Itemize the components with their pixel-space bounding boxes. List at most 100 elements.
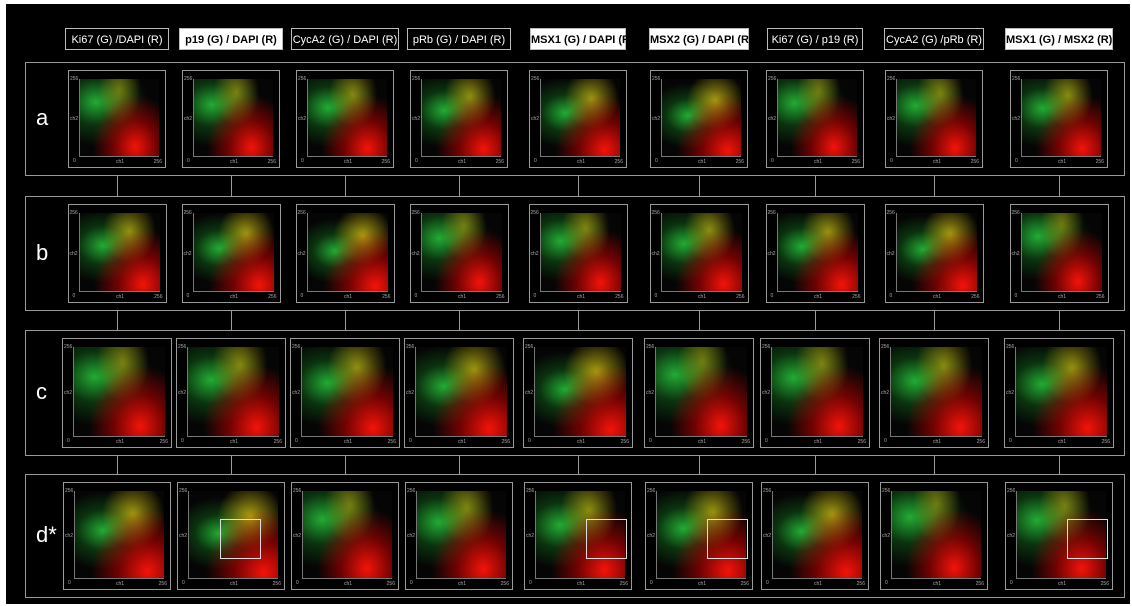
- axis-label: 256: [736, 160, 744, 165]
- axis-label: 256: [382, 160, 390, 165]
- roi-box: [707, 519, 747, 559]
- axis-label: ch2: [647, 534, 655, 539]
- axis-label: ch1: [814, 160, 822, 165]
- scatter-panel: 256ch20ch1256: [177, 482, 285, 590]
- axis-label: ch1: [230, 160, 238, 165]
- page: Ki67 (G) /DAPI (R)p19 (G) / DAPI (R)CycA…: [0, 0, 1132, 606]
- axis-label: 256: [179, 489, 187, 494]
- axis-label: 256: [858, 440, 866, 445]
- scatter-panel: 256ch20ch1256: [1010, 204, 1109, 303]
- scatter-plot: [74, 491, 164, 579]
- axis-label: 0: [301, 159, 304, 164]
- scatter-plot: [79, 213, 160, 292]
- axis-label: 256: [160, 440, 168, 445]
- axis-label: 256: [178, 345, 186, 350]
- axis-label: 0: [766, 581, 769, 586]
- scatter-panel: 256ch20ch1256: [176, 338, 286, 448]
- axis-label: 0: [649, 439, 652, 444]
- axis-label: ch1: [933, 295, 941, 300]
- axis-label: ch2: [887, 252, 895, 257]
- axis-label: 256: [881, 345, 889, 350]
- scatter-plot: [193, 79, 273, 157]
- column-header: MSX2 (G) / DAPI (R): [649, 28, 749, 50]
- axis-label: 256: [70, 211, 78, 216]
- axis-label: 256: [1007, 489, 1015, 494]
- axis-label: ch2: [768, 252, 776, 257]
- axis-label: ch1: [814, 295, 822, 300]
- connector: [1059, 456, 1060, 474]
- axis-label: 256: [412, 211, 420, 216]
- scatter-plot: [193, 213, 274, 292]
- axis-label: 256: [971, 295, 979, 300]
- axis-label: 0: [528, 439, 531, 444]
- axis-label: 0: [68, 581, 71, 586]
- axis-label: 0: [182, 581, 185, 586]
- axis-label: 256: [268, 295, 276, 300]
- axis-label: 0: [415, 294, 418, 299]
- connector: [934, 311, 935, 330]
- axis-label: 256: [1012, 77, 1020, 82]
- scatter-panel: 256ch20ch1256: [760, 338, 870, 448]
- connector: [459, 456, 460, 474]
- axis-label: 256: [647, 489, 655, 494]
- axis-label: 0: [1010, 581, 1013, 586]
- axis-label: 0: [187, 159, 190, 164]
- scatter-plot: [73, 347, 165, 437]
- column-header: pRb (G) / DAPI (R): [407, 28, 511, 50]
- axis-label: 256: [615, 295, 623, 300]
- axis-label: ch2: [298, 252, 306, 257]
- axis-label: 0: [765, 439, 768, 444]
- axis-label: ch2: [65, 534, 73, 539]
- column-header: Ki67 (G) / p19 (R): [767, 28, 863, 50]
- connector: [117, 456, 118, 474]
- axis-label: ch1: [698, 295, 706, 300]
- row-label: b: [36, 240, 48, 266]
- axis-label: 256: [531, 211, 539, 216]
- connector: [578, 311, 579, 330]
- axis-label: ch2: [298, 117, 306, 122]
- axis-label: 256: [1101, 582, 1109, 587]
- roi-box: [220, 519, 260, 559]
- axis-label: ch2: [1006, 391, 1014, 396]
- axis-label: ch1: [458, 440, 466, 445]
- scatter-plot: [655, 347, 747, 437]
- axis-label: ch2: [887, 117, 895, 122]
- connector: [1059, 311, 1060, 330]
- scatter-plot: [1015, 347, 1107, 437]
- row-label: a: [36, 105, 48, 131]
- axis-label: ch1: [116, 160, 124, 165]
- axis-label: 256: [407, 489, 415, 494]
- axis-label: 256: [741, 582, 749, 587]
- axis-label: 0: [890, 159, 893, 164]
- axis-label: 256: [154, 295, 162, 300]
- axis-label: ch1: [458, 582, 466, 587]
- axis-label: ch1: [698, 440, 706, 445]
- scatter-plot: [307, 79, 387, 157]
- axis-label: 256: [154, 160, 162, 165]
- axis-label: ch2: [412, 252, 420, 257]
- axis-label: ch1: [230, 440, 238, 445]
- figure: Ki67 (G) /DAPI (R)p19 (G) / DAPI (R)CycA…: [6, 4, 1130, 604]
- axis-label: ch1: [1058, 160, 1066, 165]
- axis-label: 0: [73, 159, 76, 164]
- axis-label: ch1: [698, 582, 706, 587]
- connector: [1059, 176, 1060, 196]
- row-label: c: [36, 379, 47, 405]
- connector: [934, 176, 935, 196]
- scatter-plot: [415, 347, 507, 437]
- axis-label: ch1: [230, 295, 238, 300]
- axis-label: ch2: [407, 534, 415, 539]
- axis-label: ch1: [814, 582, 822, 587]
- connector: [699, 176, 700, 196]
- axis-label: 256: [274, 440, 282, 445]
- axis-label: ch1: [1058, 582, 1066, 587]
- scatter-plot: [896, 79, 976, 157]
- axis-label: 0: [885, 581, 888, 586]
